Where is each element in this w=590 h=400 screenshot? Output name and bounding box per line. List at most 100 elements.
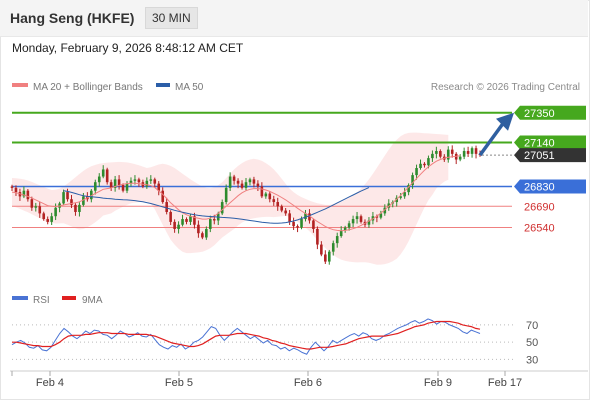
- candle-body: [470, 148, 474, 154]
- candle-body: [308, 213, 311, 221]
- ma20-line: [11, 155, 461, 232]
- rsi-line: [11, 318, 481, 355]
- candle-body: [82, 196, 85, 205]
- bollinger-band-area: [12, 132, 449, 265]
- candle-body: [50, 216, 53, 222]
- candle-body: [93, 182, 97, 191]
- candle-body: [101, 169, 105, 177]
- candle-body: [117, 179, 121, 186]
- bollinger-band-fill: [12, 132, 449, 265]
- candle-body: [474, 148, 478, 154]
- legend-swatch-ma50: [156, 83, 170, 87]
- candle-body: [351, 219, 355, 224]
- candle-body: [46, 219, 49, 222]
- level-label-27051: 27051: [524, 150, 555, 162]
- candle-body: [296, 226, 299, 228]
- candle-body: [312, 220, 315, 229]
- candle-body: [157, 183, 161, 191]
- candle-body: [74, 204, 77, 212]
- candle-body: [335, 236, 339, 244]
- candle-body: [419, 163, 422, 169]
- forecast-arrow-head: [496, 112, 514, 131]
- candle-body: [181, 219, 184, 225]
- candle-body: [304, 213, 307, 220]
- candle-body: [113, 179, 117, 188]
- candle-body: [70, 199, 73, 205]
- candle-body: [197, 224, 200, 234]
- candle-body: [145, 180, 149, 187]
- candle-body: [62, 192, 65, 204]
- candle-body: [256, 183, 260, 187]
- candle-body: [220, 202, 224, 214]
- ma50-line: [63, 187, 370, 224]
- legend-swatch-rsi: [12, 296, 28, 300]
- candle-body: [193, 216, 196, 225]
- level-label-26830: 26830: [524, 181, 555, 193]
- moving-average-lines: [11, 112, 514, 232]
- candle-body: [431, 153, 434, 159]
- level-label-27140: 27140: [524, 138, 555, 150]
- candle-body: [276, 202, 280, 207]
- x-axis: Feb 4 Feb 5 Feb 6 Feb 9 Feb 17: [10, 370, 588, 389]
- candle-body: [228, 176, 232, 188]
- candle-body: [284, 210, 287, 214]
- rsi-ma-line: [12, 320, 481, 350]
- candle-body: [320, 244, 323, 255]
- candle-body: [252, 179, 256, 184]
- candle-body: [450, 149, 454, 154]
- x-tick-label: Feb 6: [294, 377, 322, 389]
- candle-body: [10, 186, 14, 188]
- level-tag-27350: [514, 105, 586, 120]
- candle-body: [236, 180, 240, 184]
- candle-body: [395, 197, 399, 203]
- candle-body: [30, 199, 34, 208]
- candle-body: [125, 183, 129, 191]
- candle-body: [427, 158, 430, 166]
- candle-body: [264, 193, 268, 197]
- x-tick-label: Feb 9: [424, 377, 452, 389]
- candle-body: [165, 202, 168, 212]
- level-label-26540: 26540: [524, 223, 555, 235]
- candle-body: [355, 216, 359, 220]
- candle-body: [212, 219, 216, 221]
- legend-label-9ma: 9MA: [82, 295, 103, 306]
- candle-body: [411, 175, 414, 186]
- candle-body: [129, 180, 133, 184]
- rsi-tick-30: 30: [526, 354, 538, 366]
- candle-body: [209, 219, 212, 229]
- candle-body: [260, 186, 264, 197]
- rsi-panel: RSI 9MA 70 50 30: [11, 295, 538, 366]
- candle-body: [240, 183, 244, 188]
- candle-body: [66, 192, 69, 200]
- legend-label-rsi: RSI: [33, 295, 50, 306]
- timeframe-badge[interactable]: 30 MIN: [145, 7, 198, 29]
- level-tag-26830: [514, 179, 586, 194]
- candle-body: [347, 223, 351, 228]
- candle-body: [446, 149, 450, 160]
- candle-body: [26, 190, 30, 200]
- candle-body: [316, 228, 319, 245]
- candle-body: [415, 168, 418, 176]
- candle-body: [439, 151, 442, 157]
- candle-body: [300, 219, 303, 228]
- candle-body: [189, 216, 192, 222]
- candle-body: [54, 207, 57, 217]
- forecast-arrow: [478, 119, 507, 157]
- legend-label-ma20: MA 20 + Bollinger Bands: [33, 82, 143, 93]
- candle-body: [161, 190, 165, 203]
- candle-body: [153, 179, 157, 184]
- candle-body: [375, 216, 379, 218]
- candle-body: [232, 176, 236, 181]
- candle-body: [324, 254, 327, 262]
- candle-body: [343, 227, 347, 231]
- candle-body: [466, 151, 470, 154]
- candle-body: [423, 163, 426, 166]
- candle-body: [78, 204, 81, 212]
- rsi-tick-70: 70: [526, 320, 538, 332]
- candle-body: [387, 203, 391, 208]
- candle-body: [34, 206, 38, 208]
- level-tag-27051: [514, 148, 586, 163]
- candle-body: [288, 213, 291, 222]
